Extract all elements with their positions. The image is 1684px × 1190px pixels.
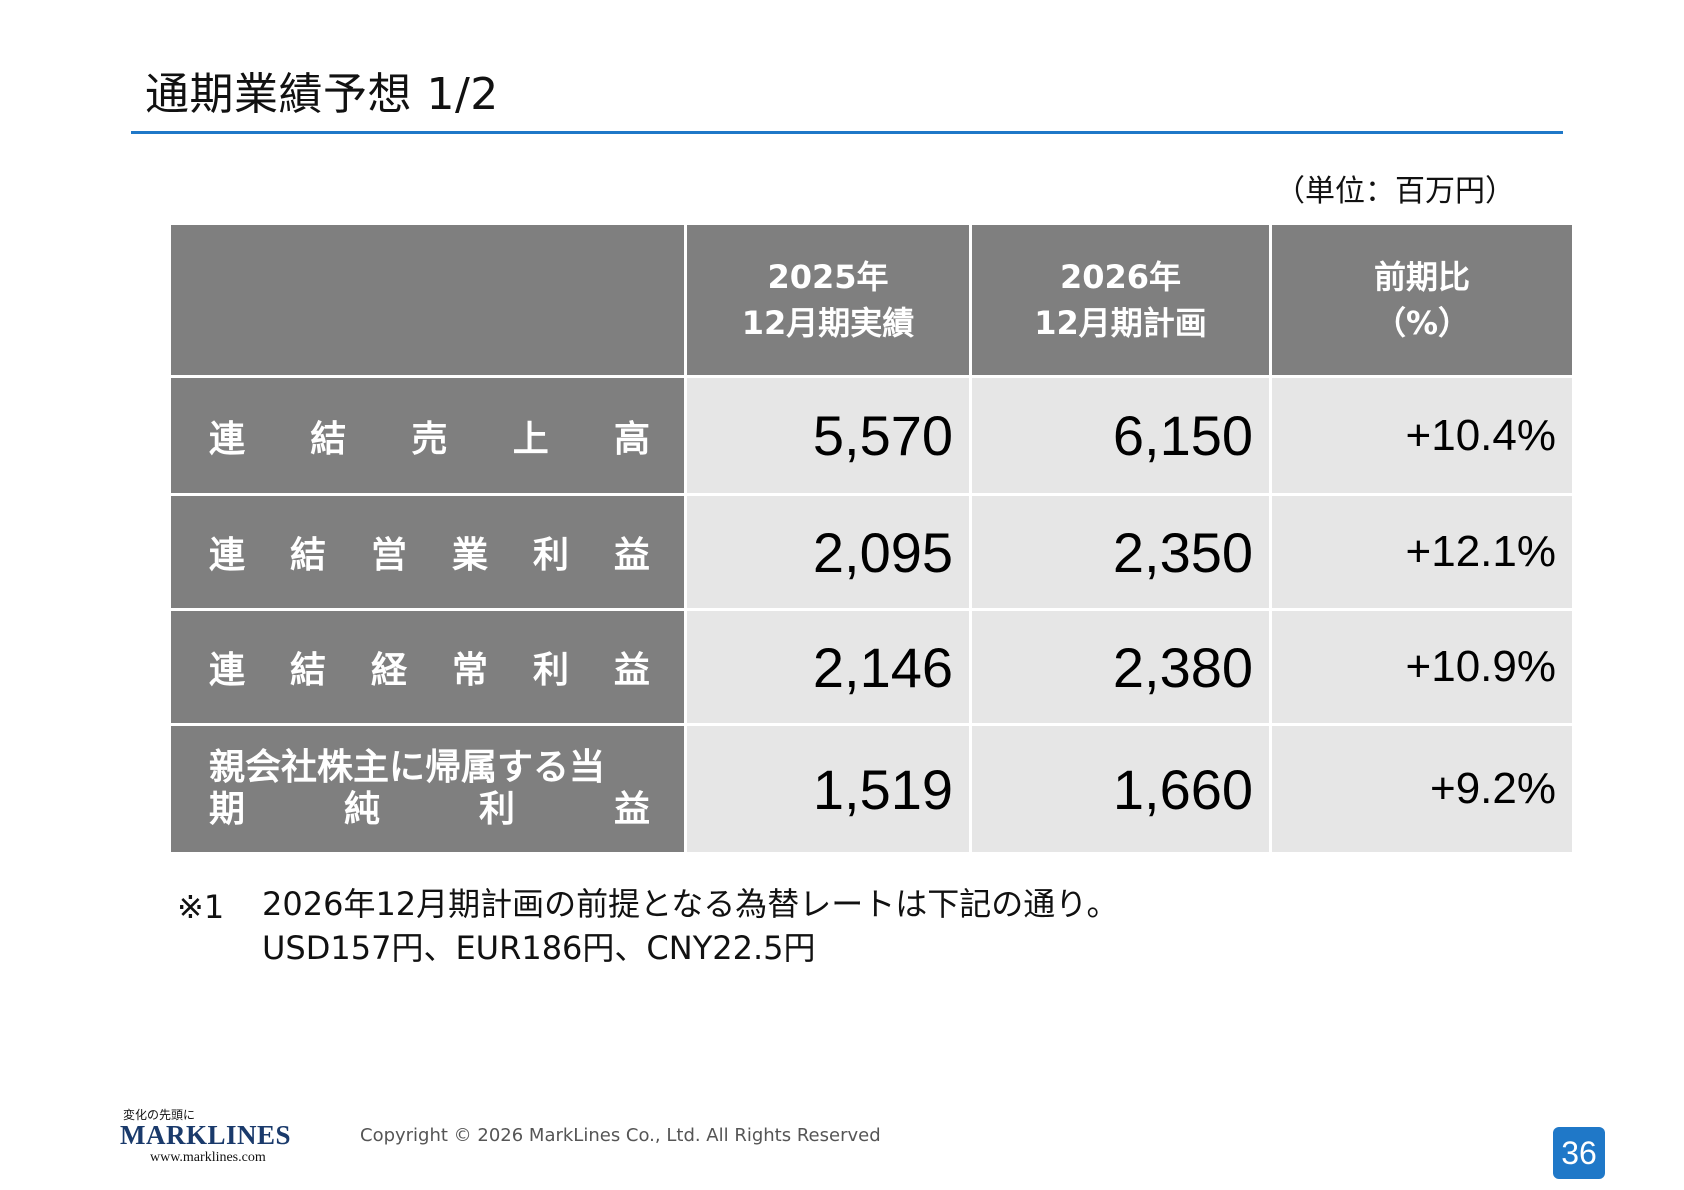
- value-2025-actual: 2,146: [684, 608, 972, 726]
- row-label-consolidated-sales: 連 結 売 上 高: [168, 375, 687, 496]
- footnote-text: 2026年12月期計画の前提となる為替レートは下記の通り。 USD157円、EU…: [262, 882, 1119, 970]
- table-row: 親会社株主に帰属する当 期 純 利 益 1,519 1,660 +9.2%: [168, 723, 1575, 855]
- row-label-operating-profit: 連 結 営 業 利 益: [168, 493, 687, 611]
- value-2026-plan: 2,350: [969, 493, 1272, 611]
- table-row: 連 結 売 上 高 5,570 6,150 +10.4%: [168, 375, 1575, 496]
- footnote-line: 2026年12月期計画の前提となる為替レートは下記の通り。: [262, 885, 1119, 923]
- marklines-logo: 変化の先頭に MARKLINES www.marklines.com: [120, 1106, 335, 1168]
- value-2026-plan: 2,380: [969, 608, 1272, 726]
- value-2026-plan: 6,150: [969, 375, 1272, 496]
- logo-tagline: 変化の先頭に: [123, 1108, 196, 1122]
- header-2025-actual: 2025年 12月期実績: [684, 222, 972, 378]
- page-title: 通期業績予想 1/2: [145, 69, 499, 120]
- title-divider: [131, 131, 1563, 134]
- row-label-net-income: 親会社株主に帰属する当 期 純 利 益: [168, 723, 687, 855]
- forecast-table: 2025年 12月期実績 2026年 12月期計画 前期比 （%） 連 結 売 …: [168, 222, 1575, 855]
- footnote-line: USD157円、EUR186円、CNY22.5円: [262, 929, 816, 967]
- logo-url: www.marklines.com: [150, 1150, 266, 1165]
- row-label-ordinary-profit: 連 結 経 常 利 益: [168, 608, 687, 726]
- table-header-row: 2025年 12月期実績 2026年 12月期計画 前期比 （%）: [168, 222, 1575, 378]
- value-yoy-change: +12.1%: [1269, 493, 1575, 611]
- header-yoy-change: 前期比 （%）: [1269, 222, 1575, 378]
- table-row: 連 結 経 常 利 益 2,146 2,380 +10.9%: [168, 608, 1575, 726]
- footnote-mark: ※1: [177, 888, 225, 926]
- copyright-notice: Copyright © 2026 MarkLines Co., Ltd. All…: [360, 1125, 881, 1146]
- logo-wordmark: MARKLINES: [120, 1120, 292, 1150]
- table-row: 連 結 営 業 利 益 2,095 2,350 +12.1%: [168, 493, 1575, 611]
- value-yoy-change: +10.9%: [1269, 608, 1575, 726]
- value-yoy-change: +9.2%: [1269, 723, 1575, 855]
- value-yoy-change: +10.4%: [1269, 375, 1575, 496]
- page-number-badge: 36: [1553, 1127, 1605, 1179]
- unit-note: （単位：百万円）: [1275, 174, 1515, 209]
- header-2026-plan: 2026年 12月期計画: [969, 222, 1272, 378]
- value-2025-actual: 5,570: [684, 375, 972, 496]
- value-2026-plan: 1,660: [969, 723, 1272, 855]
- value-2025-actual: 2,095: [684, 493, 972, 611]
- value-2025-actual: 1,519: [684, 723, 972, 855]
- header-blank-cell: [168, 222, 687, 378]
